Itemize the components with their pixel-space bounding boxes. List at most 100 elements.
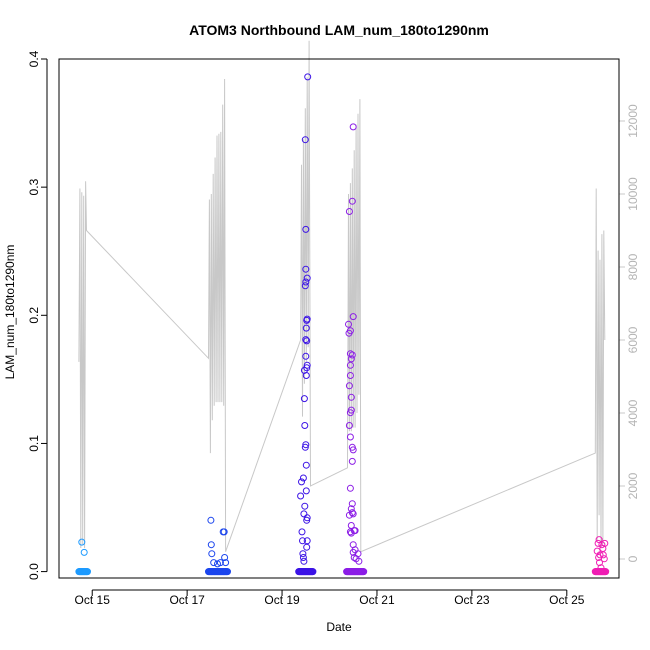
data-point [355, 557, 363, 565]
data-point [302, 461, 310, 469]
data-point [350, 554, 358, 561]
data-point [594, 539, 602, 547]
data-point [348, 509, 356, 517]
x-tick-label: Oct 21 [359, 593, 395, 607]
y-left-tick-label: 0.1 [27, 435, 41, 452]
data-point [210, 559, 218, 567]
background-series-line [78, 40, 606, 553]
data-point [298, 478, 305, 486]
data-point [302, 352, 310, 360]
y-right-tick-label: 0 [626, 555, 640, 562]
y-right-tick-label: 2000 [626, 472, 640, 499]
y-right-tick-label: 6000 [626, 326, 640, 353]
y-right-tick-label: 8000 [626, 253, 640, 280]
data-point [349, 446, 357, 454]
data-point [349, 313, 357, 321]
data-point [304, 73, 312, 81]
data-point [299, 554, 307, 561]
data-point [302, 336, 310, 344]
chart-title: ATOM3 Northbound LAM_num_180to1290nm [189, 22, 489, 38]
data-point [302, 278, 310, 286]
data-point [303, 516, 311, 524]
series-2 [205, 516, 231, 576]
x-axis-label: Date [326, 620, 352, 634]
data-point [303, 361, 311, 369]
data-point [300, 510, 308, 518]
data-point [303, 315, 311, 323]
data-point [345, 422, 353, 429]
data-point [302, 372, 310, 379]
y-left-tick-label: 0.4 [27, 50, 41, 67]
series-4 [343, 123, 368, 576]
data-point [300, 557, 308, 565]
data-point [303, 274, 311, 282]
data-point [596, 559, 603, 567]
x-tick-label: Oct 19 [264, 593, 300, 607]
data-point [207, 516, 215, 524]
data-point [302, 265, 310, 273]
data-point [599, 551, 607, 559]
data-point [346, 433, 354, 441]
data-point [298, 528, 306, 536]
data-point [346, 484, 354, 492]
data-point [345, 320, 352, 328]
data-point [303, 337, 311, 345]
data-point [224, 568, 231, 576]
data-point [299, 537, 306, 545]
data-point [301, 502, 309, 510]
x-tick-label: Oct 25 [549, 593, 585, 607]
plot-frame [58, 58, 620, 579]
data-point [346, 327, 354, 335]
series-5 [591, 536, 610, 576]
data-point [84, 568, 91, 576]
data-point [301, 282, 309, 290]
data-point [220, 528, 228, 536]
data-point [345, 382, 353, 390]
data-point [601, 539, 609, 547]
x-tick-label: Oct 23 [454, 593, 490, 607]
data-point [346, 528, 354, 536]
data-point [349, 510, 357, 518]
data-point [345, 208, 353, 215]
data-point [348, 197, 356, 205]
y-left-tick-label: 0.0 [27, 563, 41, 580]
data-point [596, 551, 604, 559]
data-point [347, 355, 355, 363]
data-point [300, 395, 308, 403]
y-left-tick-label: 0.3 [27, 178, 41, 195]
data-point [303, 543, 311, 551]
data-point [347, 393, 355, 401]
data-point [354, 550, 362, 558]
data-point [208, 550, 216, 558]
y-left-tick-label: 0.2 [27, 307, 41, 324]
data-point [303, 537, 311, 545]
background-line-layer [78, 40, 606, 553]
data-point [600, 555, 608, 563]
data-point [302, 487, 310, 495]
data-point [303, 514, 311, 522]
data-point [348, 457, 356, 465]
data-point [346, 350, 354, 358]
data-point [78, 538, 86, 546]
series-3 [295, 73, 317, 576]
data-point [595, 536, 603, 544]
data-point [302, 441, 310, 449]
axes-layer: Oct 15 Oct 17 Oct 19 Oct 21 Oct 23 Oct 25 0.0 0… [27, 50, 640, 607]
data-point [347, 522, 355, 529]
data-point [347, 406, 355, 414]
data-point [299, 474, 307, 482]
x-tick-label: Oct 15 [75, 593, 111, 607]
data-point [346, 361, 354, 369]
data-point [222, 559, 230, 567]
data-point [602, 568, 610, 576]
data-point [216, 559, 224, 567]
data-point [348, 351, 356, 359]
data-point [297, 492, 305, 500]
data-point [309, 568, 317, 576]
data-point [301, 443, 309, 451]
data-point [351, 527, 359, 535]
y-right-tick-label: 10000 [626, 177, 640, 211]
data-point [597, 564, 605, 572]
data-point [346, 372, 354, 379]
